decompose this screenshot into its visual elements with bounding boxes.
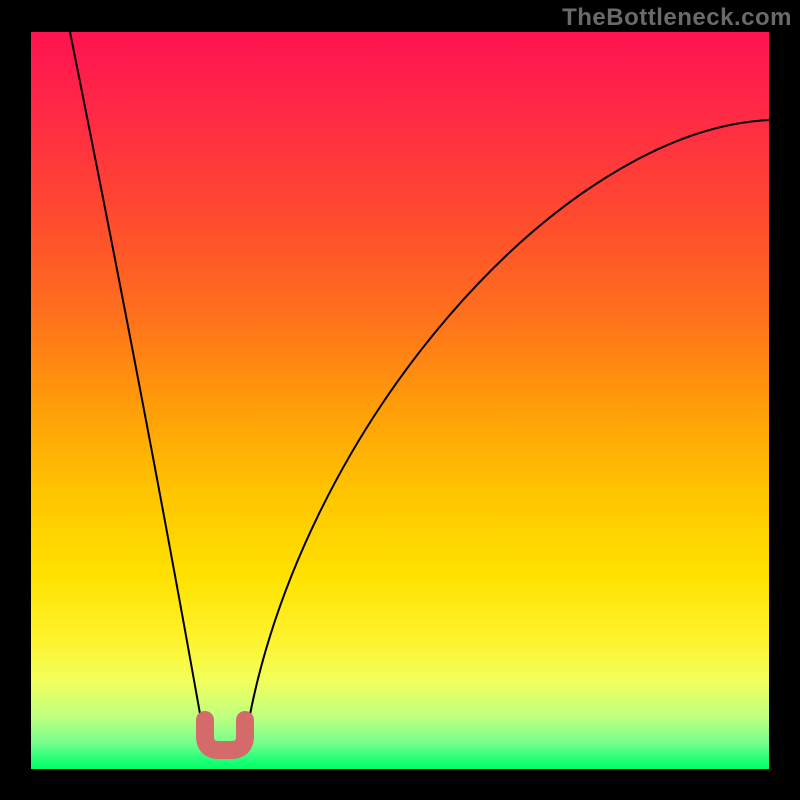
attribution-text: TheBottleneck.com	[562, 4, 792, 32]
chart-stage: TheBottleneck.com	[0, 0, 800, 800]
curve-overlay	[0, 0, 800, 800]
